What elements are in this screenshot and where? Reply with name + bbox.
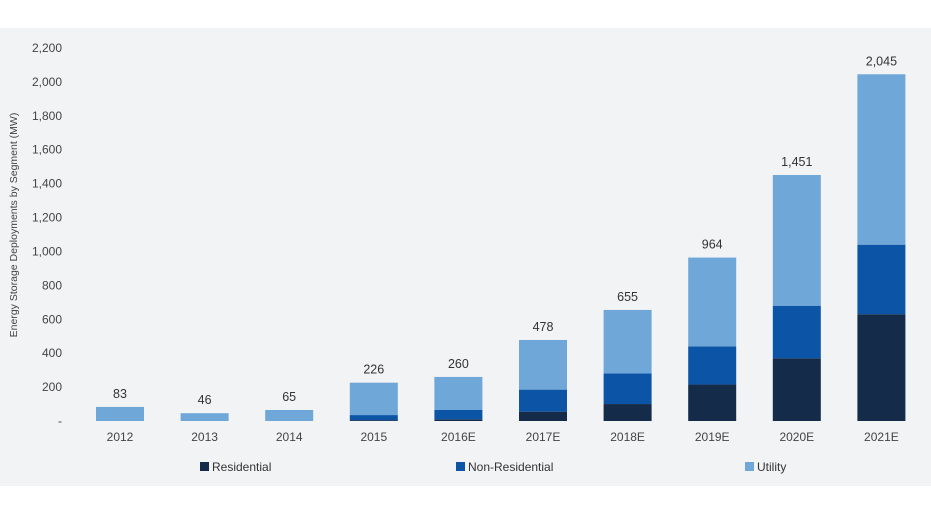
bar-segment-utility-2016e: [434, 376, 483, 410]
legend-label-residential: Residential: [212, 460, 271, 474]
legend-label-non-residential: Non-Residential: [468, 460, 553, 474]
total-label: 964: [702, 238, 723, 252]
bar-segment-non-residential-2018e: [603, 373, 652, 405]
bar-segment-utility-2013: [180, 413, 229, 421]
total-label: 260: [448, 357, 469, 371]
x-tick-label: 2014: [276, 430, 303, 444]
bar-segment-residential-2018e: [603, 404, 652, 421]
bar-segment-residential-2017e: [519, 411, 567, 421]
y-axis-ticks: - 200 400 600 800 1,000 1,200 1,400 1,600 1,800 2,…: [32, 41, 62, 428]
x-tick-label: 2021E: [864, 430, 899, 444]
bar-segment-residential-2015: [349, 420, 398, 421]
total-label: 478: [533, 320, 554, 334]
y-axis-title: Energy Storage Deployments by Segment (M…: [8, 113, 20, 338]
x-tick-label: 2013: [191, 430, 218, 444]
bar-segment-utility-2015: [349, 382, 398, 416]
y-tick-label: 1,800: [32, 109, 62, 123]
bar-segment-utility-2014: [265, 409, 314, 421]
bar-segment-residential-2019e: [688, 384, 737, 421]
x-tick-label: 2018E: [610, 430, 645, 444]
total-label: 83: [113, 387, 127, 401]
x-tick-label: 2019E: [695, 430, 730, 444]
x-axis-ticks: 2012 2013 2014 2015 2016E 2017E 2018E 2019E 2020…: [107, 430, 899, 444]
total-label: 2,045: [866, 54, 897, 68]
y-tick-label: 400: [42, 346, 62, 360]
bar-segment-utility-2020e: [772, 174, 821, 306]
bar-segment-non-residential-2019e: [688, 346, 737, 385]
y-tick-label: 1,200: [32, 211, 62, 225]
y-tick-label: 1,600: [32, 143, 62, 157]
bar-segment-utility-2017e: [519, 339, 567, 390]
y-tick-label: 2,200: [32, 41, 62, 55]
y-tick-label: 800: [42, 278, 62, 292]
legend-label-utility: Utility: [757, 460, 786, 474]
bar-segment-residential-2016e: [434, 419, 483, 421]
y-tick-label: 600: [42, 312, 62, 326]
bar-segment-utility-2012: [96, 406, 144, 421]
bar-segment-non-residential-2015: [349, 415, 398, 421]
y-tick-label: 2,000: [32, 75, 62, 89]
bar-segment-residential-2021e: [857, 314, 906, 421]
bars: [96, 74, 906, 421]
bar-segment-non-residential-2020e: [772, 305, 821, 359]
total-label: 65: [282, 390, 296, 404]
y-tick-label: 200: [42, 380, 62, 394]
bar-segment-non-residential-2017e: [519, 389, 567, 412]
x-tick-label: 2012: [107, 430, 134, 444]
total-label: 226: [363, 363, 384, 377]
y-tick-label: -: [58, 414, 62, 428]
total-label: 46: [198, 393, 212, 407]
bar-segment-utility-2018e: [603, 309, 652, 374]
total-label: 1,451: [781, 155, 812, 169]
bar-segment-residential-2020e: [772, 358, 821, 421]
legend-swatch-residential: [200, 462, 209, 471]
x-tick-label: 2017E: [526, 430, 561, 444]
legend-swatch-utility: [745, 462, 754, 471]
bar-segment-utility-2019e: [688, 257, 737, 347]
y-tick-label: 1,000: [32, 244, 62, 258]
x-tick-label: 2016E: [441, 430, 476, 444]
legend: Residential Non-Residential Utility: [200, 460, 786, 474]
total-label: 655: [617, 290, 638, 304]
total-labels: 83 46 65 226 260 478 655 964 1,451 2,045: [113, 54, 897, 407]
bar-segment-non-residential-2016e: [434, 409, 483, 420]
legend-swatch-non-residential: [456, 462, 465, 471]
y-axis-title-group: Energy Storage Deployments by Segment (M…: [8, 113, 20, 338]
x-tick-label: 2020E: [779, 430, 814, 444]
bar-segment-non-residential-2021e: [857, 244, 906, 315]
x-tick-label: 2015: [360, 430, 387, 444]
y-tick-label: 1,400: [32, 177, 62, 191]
bar-segment-utility-2021e: [857, 74, 906, 245]
